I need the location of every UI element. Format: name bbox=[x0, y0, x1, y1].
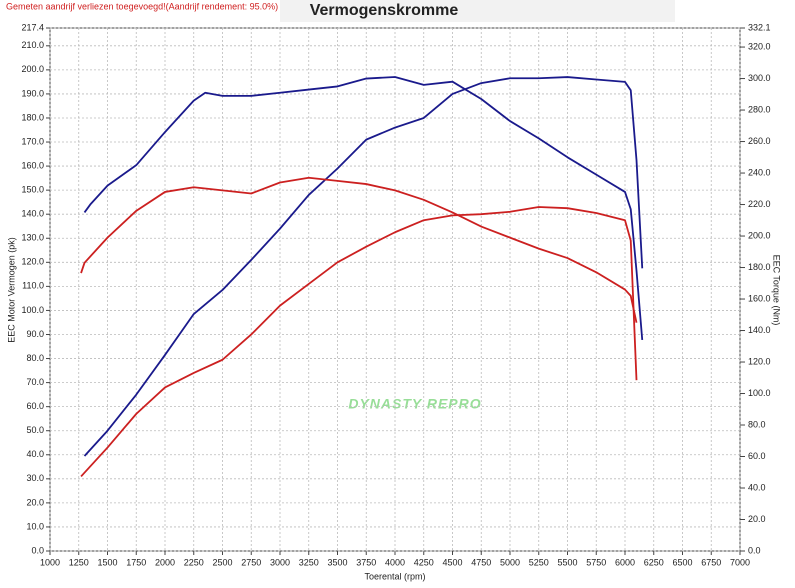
x-tick-label: 2500 bbox=[212, 557, 232, 567]
y2-tick-label: 120.0 bbox=[748, 356, 771, 366]
y-tick-label: 150.0 bbox=[21, 185, 44, 195]
y-tick-label: 70.0 bbox=[26, 377, 44, 387]
y2-tick-label: 332.1 bbox=[748, 22, 771, 32]
y-axis-label: EEC Motor Vermogen (pk) bbox=[6, 237, 16, 343]
x-tick-label: 4250 bbox=[414, 557, 434, 567]
y2-tick-label: 180.0 bbox=[748, 262, 771, 272]
y2-tick-label: 140.0 bbox=[748, 325, 771, 335]
series-line bbox=[80, 206, 638, 478]
y-tick-label: 90.0 bbox=[26, 329, 44, 339]
x-tick-label: 5750 bbox=[586, 557, 606, 567]
y2-tick-label: 260.0 bbox=[748, 136, 771, 146]
y-tick-label: 210.0 bbox=[21, 40, 44, 50]
series-line bbox=[80, 176, 638, 323]
y2-axis-label: EEC Torque (Nm) bbox=[772, 255, 782, 326]
x-axis-label: Toerental (rpm) bbox=[364, 571, 425, 581]
x-tick-label: 6000 bbox=[615, 557, 635, 567]
y-tick-label: 50.0 bbox=[26, 425, 44, 435]
x-tick-label: 3750 bbox=[356, 557, 376, 567]
x-tick-label: 2250 bbox=[184, 557, 204, 567]
x-tick-label: 6250 bbox=[644, 557, 664, 567]
y-tick-label: 160.0 bbox=[21, 160, 44, 170]
y-tick-label: 0.0 bbox=[31, 545, 44, 555]
series-line bbox=[83, 76, 644, 341]
y-tick-label: 190.0 bbox=[21, 88, 44, 98]
y2-tick-label: 320.0 bbox=[748, 41, 771, 51]
x-tick-label: 3500 bbox=[327, 557, 347, 567]
x-tick-label: 3250 bbox=[299, 557, 319, 567]
x-tick-label: 1250 bbox=[69, 557, 89, 567]
y2-tick-label: 80.0 bbox=[748, 419, 766, 429]
x-tick-label: 1750 bbox=[126, 557, 146, 567]
watermark: DYNASTY REPRO bbox=[348, 396, 481, 412]
y-tick-label: 200.0 bbox=[21, 64, 44, 74]
y2-tick-label: 100.0 bbox=[748, 388, 771, 398]
y2-tick-label: 160.0 bbox=[748, 293, 771, 303]
y-tick-label: 30.0 bbox=[26, 473, 44, 483]
y2-tick-label: 200.0 bbox=[748, 230, 771, 240]
x-tick-label: 2000 bbox=[155, 557, 175, 567]
chart-title: Vermogenskromme bbox=[310, 2, 459, 19]
y2-tick-label: 40.0 bbox=[748, 482, 766, 492]
note: Gemeten aandrijf verliezen toegevoegd!(A… bbox=[6, 1, 278, 11]
x-tick-label: 6500 bbox=[672, 557, 692, 567]
x-tick-label: 2750 bbox=[241, 557, 261, 567]
y2-tick-label: 280.0 bbox=[748, 104, 771, 114]
y2-tick-label: 220.0 bbox=[748, 199, 771, 209]
y2-tick-label: 20.0 bbox=[748, 514, 766, 524]
x-tick-label: 3000 bbox=[270, 557, 290, 567]
y2-tick-label: 0.0 bbox=[748, 545, 761, 555]
y-tick-label: 40.0 bbox=[26, 449, 44, 459]
x-tick-label: 5500 bbox=[557, 557, 577, 567]
y-tick-label: 120.0 bbox=[21, 257, 44, 267]
x-tick-label: 1500 bbox=[97, 557, 117, 567]
y-tick-label: 80.0 bbox=[26, 353, 44, 363]
x-tick-label: 6750 bbox=[701, 557, 721, 567]
y2-tick-label: 300.0 bbox=[748, 73, 771, 83]
x-tick-label: 4000 bbox=[385, 557, 405, 567]
x-tick-label: 7000 bbox=[730, 557, 750, 567]
y-tick-label: 100.0 bbox=[21, 305, 44, 315]
y-tick-label: 10.0 bbox=[26, 521, 44, 531]
y-tick-label: 140.0 bbox=[21, 209, 44, 219]
y-tick-label: 60.0 bbox=[26, 401, 44, 411]
y2-tick-label: 60.0 bbox=[748, 451, 766, 461]
y2-tick-label: 240.0 bbox=[748, 167, 771, 177]
x-tick-label: 1000 bbox=[40, 557, 60, 567]
x-tick-label: 5250 bbox=[529, 557, 549, 567]
x-tick-label: 5000 bbox=[500, 557, 520, 567]
title-box bbox=[280, 0, 675, 22]
x-tick-label: 4500 bbox=[442, 557, 462, 567]
y-tick-label: 20.0 bbox=[26, 497, 44, 507]
y-tick-label: 180.0 bbox=[21, 112, 44, 122]
y-tick-label: 217.4 bbox=[21, 22, 44, 32]
series-line bbox=[83, 76, 644, 457]
y-tick-label: 110.0 bbox=[22, 281, 44, 291]
y-tick-label: 170.0 bbox=[21, 136, 44, 146]
x-tick-label: 4750 bbox=[471, 557, 491, 567]
y-tick-label: 130.0 bbox=[21, 233, 44, 243]
